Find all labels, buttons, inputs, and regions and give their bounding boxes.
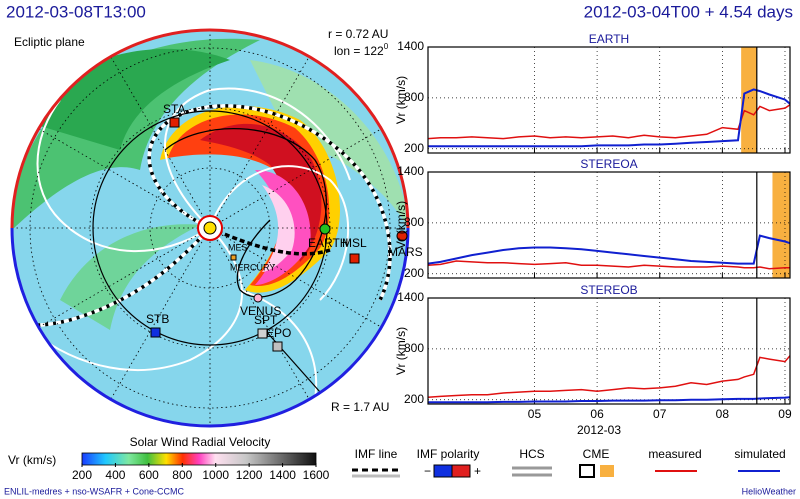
colorbar-tick-label: 200: [72, 468, 92, 482]
lon-text: lon = 122: [334, 44, 384, 58]
x-tick-label: 08: [716, 407, 730, 421]
series-line: [427, 234, 791, 265]
colorbar-label: Vr (km/s): [8, 453, 56, 467]
series-line: [427, 355, 791, 398]
time-left: 2012-03-08T13:00: [6, 2, 146, 21]
colorbar-title: Solar Wind Radial Velocity: [130, 435, 271, 449]
legend: IMF line IMF polarity − + HCS CME measur…: [352, 447, 786, 478]
lon-sup: 0: [384, 42, 389, 51]
series-line: [427, 104, 791, 140]
x-axis-label: 2012-03: [577, 423, 621, 437]
polar-plot: Ecliptic plane r = 0.72 AU lon = 1220 R …: [10, 27, 423, 428]
panel-title: STEREOB: [580, 283, 637, 297]
colorbar-tick-label: 1000: [202, 468, 229, 482]
y-tick-label: 1400: [397, 164, 424, 178]
body-label: MARS: [388, 245, 423, 259]
r-label: r = 0.72 AU: [328, 27, 388, 41]
legend-label: simulated: [734, 447, 785, 461]
colorbar-tick-label: 800: [172, 468, 192, 482]
colorbar-tick-label: 600: [139, 468, 159, 482]
colorbar-ramp: [81, 452, 317, 466]
time-right: 2012-03-04T00 + 4.54 days: [584, 2, 793, 21]
colorbar-tick-label: 1600: [303, 468, 330, 482]
y-tick-label: 1400: [397, 39, 424, 53]
legend-label: +: [474, 464, 481, 478]
series-line: [427, 260, 790, 270]
series-line: [428, 396, 791, 404]
body-label: MERCURY: [230, 262, 275, 272]
x-tick-label: 05: [528, 407, 542, 421]
y-axis-label: Vr (km/s): [394, 327, 408, 375]
y-axis-label: Vr (km/s): [394, 201, 408, 249]
panel-title: STEREOA: [580, 157, 637, 171]
body-label: MES: [228, 242, 248, 252]
y-tick-label: 800: [404, 341, 424, 355]
footer-left: ENLIL-medres + nso-WSAFR + Cone-CCMC: [4, 486, 185, 496]
colorbar: Solar Wind Radial Velocity Vr (km/s) 200…: [8, 435, 330, 482]
x-tick-label: 06: [590, 407, 604, 421]
panel-frame: [427, 297, 791, 405]
series-line: [428, 88, 791, 148]
y-tick-label: 1400: [397, 290, 424, 304]
panel-title: EARTH: [589, 32, 629, 46]
lon-label: lon = 1220: [334, 42, 389, 58]
body-label: VENUS: [240, 304, 281, 318]
colorbar-tick-label: 1400: [269, 468, 296, 482]
body-label: MSL: [342, 236, 367, 250]
panel-frame: [427, 171, 791, 279]
plane-label: Ecliptic plane: [14, 35, 85, 49]
R-label: R = 1.7 AU: [331, 400, 389, 414]
footer-right: HelioWeather: [742, 486, 796, 496]
y-tick-label: 200: [404, 392, 424, 406]
body-label: STB: [146, 312, 169, 326]
legend-label: −: [424, 464, 431, 478]
y-axis-label: Vr (km/s): [394, 76, 408, 124]
legend-label: IMF polarity: [417, 447, 480, 461]
legend-label: measured: [648, 447, 701, 461]
legend-label: HCS: [519, 447, 544, 461]
y-tick-label: 800: [404, 215, 424, 229]
body-label: EPO: [266, 326, 291, 340]
body-label: STA: [163, 102, 185, 116]
y-tick-label: 200: [404, 141, 424, 155]
colorbar-tick-label: 1200: [236, 468, 263, 482]
colorbar-tick-label: 400: [105, 468, 125, 482]
body-label: EARTH: [308, 236, 348, 250]
cme-band: [772, 172, 790, 278]
body-label: SPT: [254, 313, 278, 327]
y-tick-label: 800: [404, 90, 424, 104]
panel-frame: [427, 46, 791, 154]
legend-label: CME: [583, 447, 610, 461]
cme-band: [741, 47, 757, 153]
x-tick-label: 07: [653, 407, 667, 421]
y-tick-label: 200: [404, 266, 424, 280]
x-tick-label: 09: [778, 407, 792, 421]
legend-label: IMF line: [355, 447, 398, 461]
